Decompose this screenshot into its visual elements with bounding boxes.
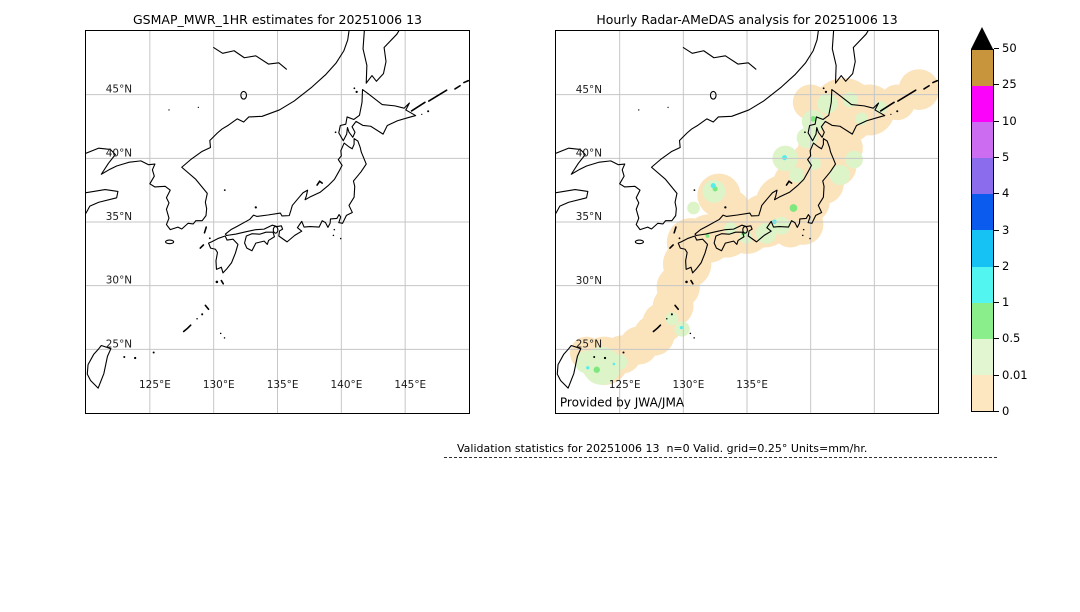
colorbar-segment: [972, 302, 993, 339]
coast-awaji: [743, 227, 748, 234]
gsmap-map: 45°N 40°N 35°N 30°N 25°N 125°E 130°E 135…: [86, 31, 469, 413]
lon-label-140e: 140°E: [331, 379, 363, 391]
left-panel-title: GSMAP_MWR_1HR estimates for 20251006 13: [133, 12, 422, 27]
colorbar-tick-label: 0.01: [1002, 367, 1028, 382]
colorbar-segments: [971, 49, 994, 412]
lake-khanka: [710, 91, 716, 99]
colorbar-tick-label: 1: [1002, 295, 1010, 310]
lat-label-30n: 30°N: [106, 275, 132, 287]
colorbar-segment: [972, 374, 993, 411]
colorbar-tick-label: 3: [1002, 222, 1010, 237]
coast-shikoku: [245, 232, 275, 251]
coast-kyushu: [678, 236, 707, 273]
validation-stats-text: Validation statistics for 20251006 13 n=…: [457, 442, 868, 455]
colorbar-tick-label: 2: [1002, 258, 1010, 273]
gridlines: [86, 31, 469, 413]
coast-honshu: [695, 139, 835, 242]
colorbar-tick-label: 0.5: [1002, 331, 1021, 346]
precip-light-layer-0.01-0.5mm: [575, 92, 888, 385]
amur-river: [683, 48, 756, 70]
colorbar-segment: [972, 158, 993, 195]
lon-label-130e: 130°E: [203, 379, 235, 391]
right-panel-title: Hourly Radar-AMeDAS analysis for 2025100…: [596, 12, 898, 27]
lon-label-125e: 125°E: [609, 379, 641, 391]
small-islands: [123, 81, 468, 360]
colorbar-tick-mark: [994, 156, 999, 158]
gsmap-map-panel: 45°N 40°N 35°N 30°N 25°N 125°E 130°E 135…: [85, 30, 470, 414]
amur-river: [214, 48, 287, 70]
coast-awaji: [273, 227, 278, 234]
colorbar-tick-mark: [994, 374, 999, 376]
colorbar-tick-label: 4: [1002, 186, 1010, 201]
dashed-divider: [444, 457, 997, 458]
lake-khanka: [241, 91, 247, 99]
coast-sakhalin: [363, 31, 399, 83]
colorbar-tick-mark: [994, 302, 999, 304]
coast-cheju: [166, 240, 174, 244]
gridlines: [556, 31, 938, 413]
coastlines: [86, 31, 468, 388]
colorbar-segment: [972, 50, 993, 87]
lat-label-25n: 25°N: [106, 338, 132, 350]
coast-kyushu: [209, 236, 238, 273]
colorbar-tick-mark: [994, 120, 999, 122]
colorbar-tick-mark: [994, 48, 999, 49]
coastlines: [556, 31, 937, 388]
coast-hokkaido: [339, 90, 416, 141]
lat-label-40n: 40°N: [576, 147, 602, 159]
colorbar-tick-label: 5: [1002, 149, 1010, 164]
left-map-axis-labels: 45°N 40°N 35°N 30°N 25°N 125°E 130°E 135…: [106, 84, 426, 391]
colorbar-segment: [972, 230, 993, 267]
lat-label-40n: 40°N: [106, 147, 132, 159]
radar-map: 45°N 40°N 35°N 30°N 25°N 125°E 130°E 135…: [556, 31, 938, 413]
lon-label-125e: 125°E: [139, 379, 171, 391]
lat-label-30n: 30°N: [576, 275, 602, 287]
small-islands: [593, 81, 937, 360]
radar-map-panel: 45°N 40°N 35°N 30°N 25°N 125°E 130°E 135…: [555, 30, 939, 414]
coast-taiwan: [87, 346, 111, 389]
lon-label-130e: 130°E: [673, 379, 705, 391]
coast-shandong: [86, 190, 118, 214]
coast-shikoku: [714, 232, 744, 251]
colorbar-tick-mark: [994, 411, 999, 412]
colorbar-tick-label: 0: [1002, 404, 1010, 418]
colorbar-segment: [972, 338, 993, 375]
coast-shandong: [556, 190, 588, 214]
colorbar-tick-mark: [994, 193, 999, 195]
coast-continent: [86, 31, 349, 230]
colorbar-tick-mark: [994, 338, 999, 340]
lat-label-45n: 45°N: [576, 84, 602, 96]
colorbar-segment: [972, 122, 993, 159]
colorbar-tick-label: 10: [1002, 113, 1017, 128]
right-map-axis-labels: 45°N 40°N 35°N 30°N 25°N 125°E 130°E 135…: [560, 84, 768, 410]
lat-label-35n: 35°N: [106, 211, 132, 223]
lat-label-25n: 25°N: [576, 338, 602, 350]
colorbar-tick-mark: [994, 265, 999, 267]
lon-label-135e: 135°E: [736, 379, 768, 391]
colorbar-tick-label: 50: [1002, 41, 1017, 55]
colorbar-segment: [972, 86, 993, 123]
provider-credit: Provided by JWA/JMA: [560, 396, 685, 410]
coast-cheju: [635, 240, 643, 244]
coast-sakhalin: [832, 31, 868, 83]
colorbar-tick-mark: [994, 84, 999, 86]
lon-label-145e: 145°E: [394, 379, 426, 391]
colorbar-segment: [972, 194, 993, 231]
colorbar-tick-label: 25: [1002, 77, 1017, 92]
lat-label-35n: 35°N: [576, 211, 602, 223]
colorbar-over-arrow: [971, 27, 993, 49]
colorbar-tick-mark: [994, 229, 999, 231]
coast-honshu: [225, 139, 366, 242]
colorbar-segment: [972, 266, 993, 303]
lon-label-135e: 135°E: [267, 379, 299, 391]
coast-hokkaido: [808, 90, 885, 141]
coast-taiwan: [557, 346, 581, 389]
precip-moderate-layer-0.5-1mm: [593, 116, 817, 373]
coast-continent: [556, 31, 818, 230]
lat-label-45n: 45°N: [106, 84, 132, 96]
